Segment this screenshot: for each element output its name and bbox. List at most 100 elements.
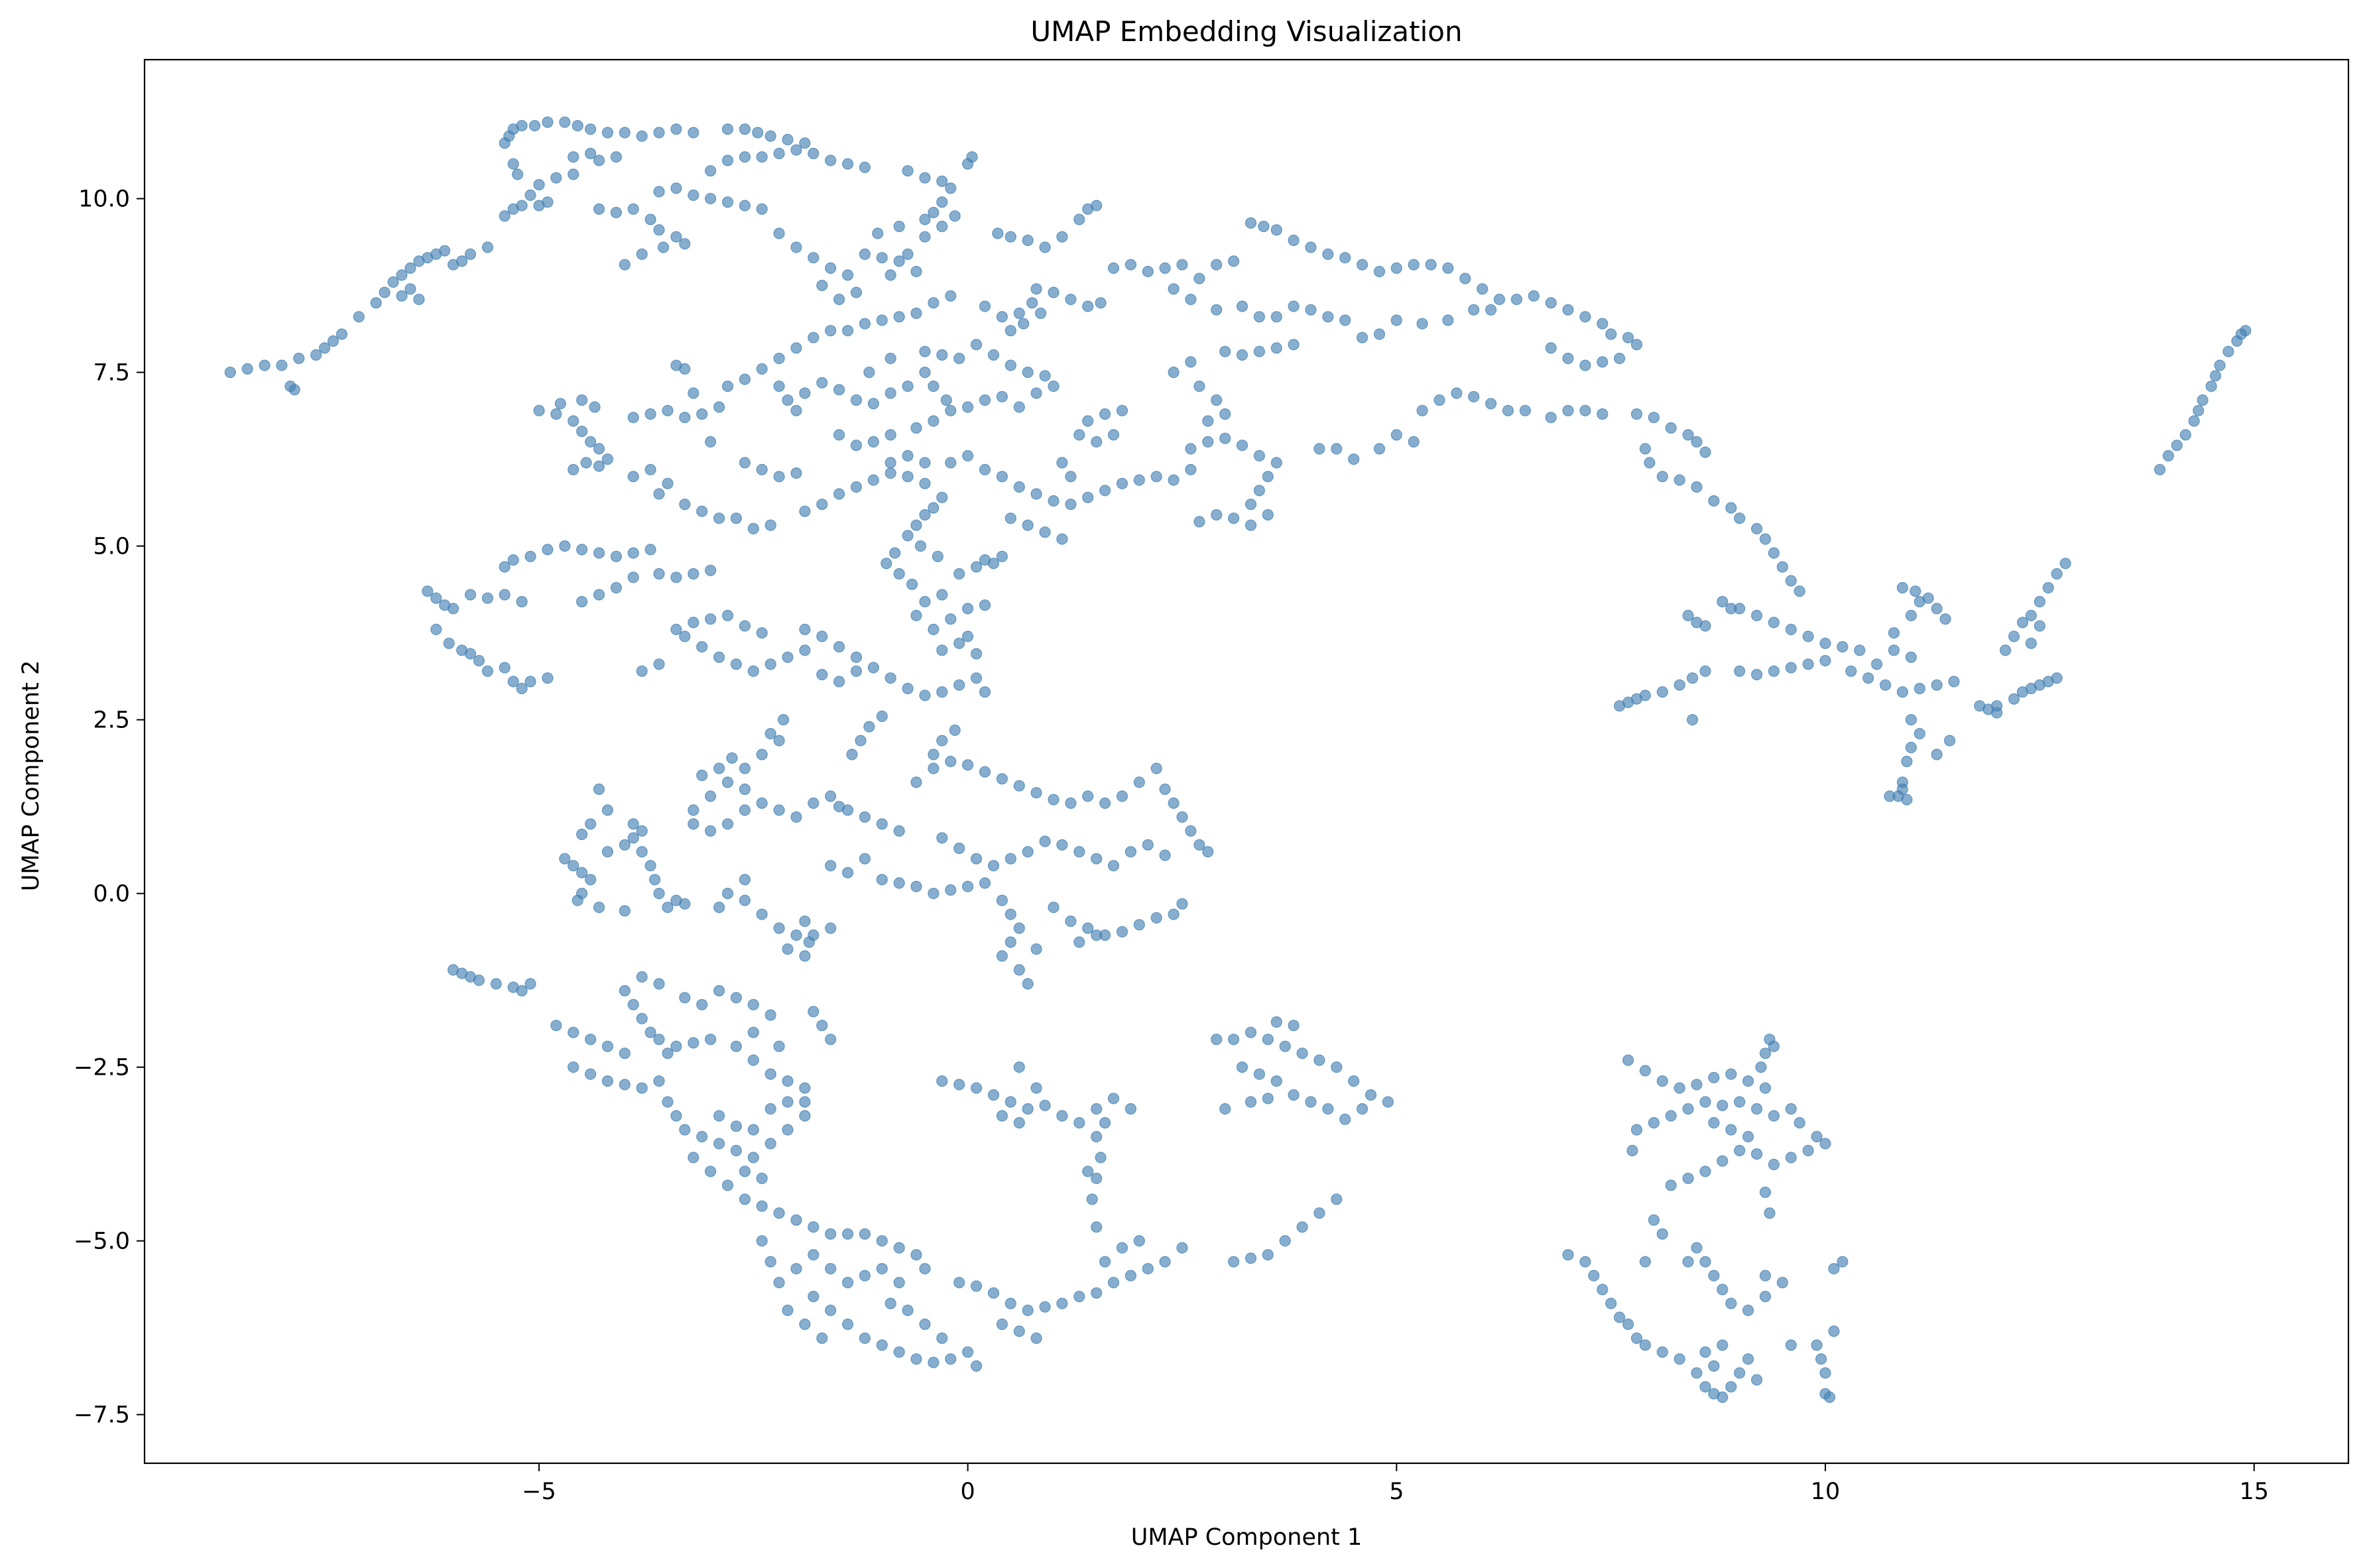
- data-point: [773, 804, 785, 816]
- data-point: [1219, 345, 1231, 357]
- data-point: [1459, 272, 1471, 284]
- data-point: [777, 713, 790, 726]
- data-point: [1888, 644, 1900, 656]
- data-point: [1065, 915, 1077, 928]
- data-point: [1193, 380, 1205, 392]
- data-point: [1073, 429, 1085, 441]
- data-point: [1477, 283, 1488, 295]
- data-point: [987, 1287, 1000, 1299]
- data-point: [790, 1262, 802, 1275]
- data-point: [1699, 1346, 1711, 1358]
- data-point: [1828, 1325, 1840, 1337]
- data-point: [1107, 262, 1120, 274]
- data-point: [833, 384, 845, 396]
- data-point: [516, 120, 528, 132]
- data-point: [961, 759, 974, 771]
- data-point: [1408, 436, 1420, 448]
- data-point: [387, 276, 399, 288]
- data-point: [619, 905, 631, 917]
- data-point: [910, 307, 922, 320]
- data-point: [756, 203, 768, 215]
- data-point: [1691, 1079, 1703, 1091]
- data-point: [1433, 394, 1445, 406]
- data-point: [542, 672, 554, 684]
- data-point: [1004, 513, 1016, 524]
- data-point: [1630, 339, 1643, 351]
- data-point: [833, 429, 845, 441]
- data-point: [644, 544, 656, 556]
- data-point: [945, 457, 957, 469]
- data-point: [576, 828, 588, 841]
- data-point: [1751, 609, 1763, 622]
- data-point: [1910, 585, 1921, 597]
- data-point: [1823, 1391, 1836, 1403]
- data-point: [713, 401, 725, 413]
- data-point: [859, 1270, 871, 1282]
- data-point: [1682, 429, 1694, 441]
- data-point: [1939, 613, 1951, 625]
- data-point: [1717, 595, 1729, 608]
- data-point: [1725, 502, 1737, 514]
- data-point: [1502, 404, 1514, 416]
- data-point: [1262, 509, 1274, 521]
- data-point: [1082, 415, 1094, 427]
- data-point: [636, 130, 648, 142]
- data-point: [747, 1054, 759, 1066]
- data-point: [1373, 443, 1386, 455]
- data-point: [576, 867, 588, 878]
- data-point: [747, 1124, 759, 1136]
- data-point: [790, 467, 802, 479]
- data-point: [507, 554, 519, 566]
- data-point: [730, 1144, 743, 1157]
- data-point: [1622, 332, 1634, 343]
- data-point: [846, 749, 858, 760]
- data-point: [443, 637, 455, 649]
- data-point: [1331, 1061, 1343, 1073]
- data-point: [1133, 1235, 1145, 1247]
- data-point: [1030, 1082, 1042, 1094]
- data-point: [653, 186, 665, 198]
- data-point: [1185, 463, 1197, 475]
- data-point: [601, 846, 614, 858]
- data-point: [1656, 686, 1668, 698]
- data-point: [928, 297, 940, 309]
- data-point: [1819, 1367, 1831, 1379]
- data-point: [1244, 499, 1257, 511]
- data-point: [945, 290, 957, 302]
- data-point: [1699, 1096, 1711, 1108]
- data-point: [928, 762, 940, 774]
- data-point: [679, 898, 691, 910]
- data-point: [1253, 311, 1266, 323]
- data-point: [576, 426, 588, 438]
- data-point: [1288, 300, 1300, 312]
- data-point: [1562, 352, 1574, 365]
- data-point: [1176, 1242, 1188, 1254]
- data-point: [884, 269, 896, 281]
- data-point: [739, 1193, 751, 1205]
- data-point: [961, 401, 974, 413]
- data-point: [627, 998, 639, 1010]
- data-point: [721, 609, 734, 622]
- data-point: [1734, 513, 1746, 524]
- data-point: [1896, 686, 1908, 698]
- plot-area-frame: [143, 58, 2350, 1465]
- data-point: [1176, 811, 1188, 823]
- data-point: [1013, 401, 1025, 413]
- data-point: [1682, 1256, 1694, 1268]
- data-point: [2000, 644, 2012, 656]
- data-point: [1185, 356, 1197, 368]
- data-point: [1022, 846, 1034, 858]
- data-point: [576, 544, 588, 556]
- data-point: [679, 631, 691, 642]
- data-point: [1751, 1148, 1763, 1160]
- data-point: [1004, 908, 1016, 920]
- data-point: [1699, 1381, 1711, 1393]
- data-point: [936, 735, 948, 747]
- data-point: [996, 550, 1008, 562]
- data-point: [1764, 1207, 1776, 1219]
- data-point: [670, 572, 682, 583]
- data-point: [928, 623, 940, 636]
- data-point: [1528, 290, 1540, 302]
- data-point: [1648, 412, 1660, 424]
- data-point: [799, 1110, 811, 1122]
